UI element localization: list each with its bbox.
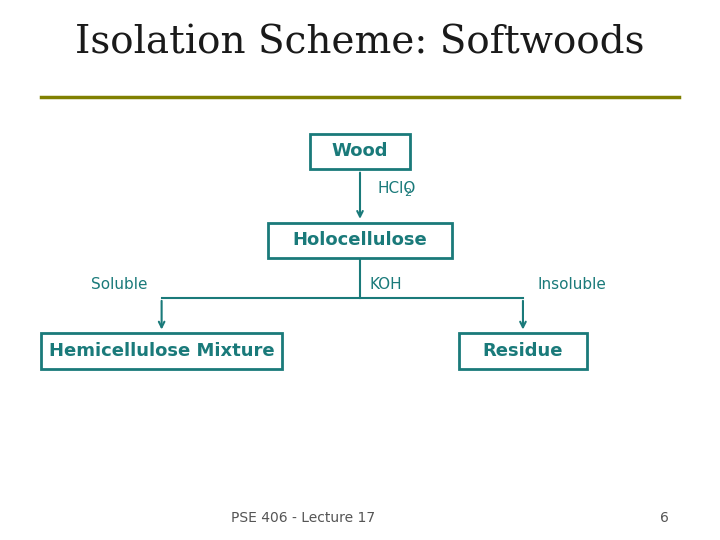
FancyBboxPatch shape bbox=[41, 333, 282, 368]
Text: Residue: Residue bbox=[482, 342, 563, 360]
Text: 6: 6 bbox=[660, 511, 669, 525]
Text: Soluble: Soluble bbox=[91, 276, 148, 292]
Text: Wood: Wood bbox=[332, 142, 388, 160]
FancyBboxPatch shape bbox=[310, 134, 410, 168]
Text: Insoluble: Insoluble bbox=[537, 276, 606, 292]
Text: PSE 406 - Lecture 17: PSE 406 - Lecture 17 bbox=[231, 511, 375, 525]
FancyBboxPatch shape bbox=[268, 222, 452, 258]
FancyBboxPatch shape bbox=[459, 333, 587, 368]
Text: 2: 2 bbox=[404, 187, 411, 198]
Text: HClO: HClO bbox=[378, 181, 416, 195]
Text: Isolation Scheme: Softwoods: Isolation Scheme: Softwoods bbox=[76, 25, 644, 62]
Text: KOH: KOH bbox=[369, 276, 402, 292]
Text: Holocellulose: Holocellulose bbox=[292, 231, 428, 249]
Text: Hemicellulose Mixture: Hemicellulose Mixture bbox=[49, 342, 274, 360]
